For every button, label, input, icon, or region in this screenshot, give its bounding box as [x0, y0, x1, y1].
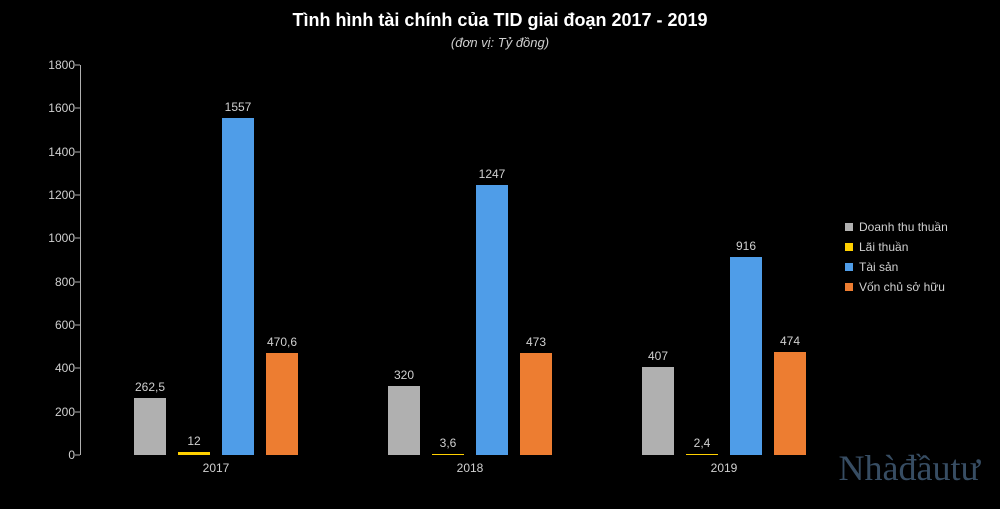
bar: 1247 — [476, 185, 508, 455]
bar: 1557 — [222, 118, 254, 455]
y-tick-mark — [75, 108, 80, 109]
legend-label: Vốn chủ sở hữu — [859, 280, 945, 294]
bar-value-label: 320 — [394, 368, 414, 386]
bar-group: 262,5121557470,62017 — [134, 65, 298, 455]
y-tick-mark — [75, 238, 80, 239]
legend-item: Tài sản — [845, 260, 970, 274]
bar-group: 4072,49164742019 — [642, 65, 806, 455]
bar: 262,5 — [134, 398, 166, 455]
bar-value-label: 470,6 — [267, 335, 297, 353]
chart-subtitle: (đơn vị: Tỷ đồng) — [0, 31, 1000, 50]
legend-swatch — [845, 263, 853, 271]
watermark: Nhàđầutư — [839, 447, 980, 489]
legend-item: Doanh thu thuần — [845, 220, 970, 234]
bar: 473 — [520, 353, 552, 455]
y-tick-mark — [75, 368, 80, 369]
bar-value-label: 3,6 — [440, 436, 457, 454]
legend-item: Lãi thuần — [845, 240, 970, 254]
bar: 407 — [642, 367, 674, 455]
x-category-label: 2019 — [711, 455, 738, 475]
y-tick-label: 0 — [30, 448, 75, 462]
y-tick-mark — [75, 65, 80, 66]
y-tick-mark — [75, 411, 80, 412]
bar-value-label: 262,5 — [135, 380, 165, 398]
bar-value-label: 12 — [187, 434, 200, 452]
bar-value-label: 2,4 — [694, 436, 711, 454]
bar: 470,6 — [266, 353, 298, 455]
y-tick-mark — [75, 455, 80, 456]
y-tick-mark — [75, 151, 80, 152]
bar-value-label: 474 — [780, 334, 800, 352]
x-category-label: 2017 — [203, 455, 230, 475]
y-tick-label: 600 — [30, 318, 75, 332]
y-tick-label: 1800 — [30, 58, 75, 72]
x-category-label: 2018 — [457, 455, 484, 475]
chart-title: Tình hình tài chính của TID giai đoạn 20… — [0, 0, 1000, 31]
y-tick-mark — [75, 325, 80, 326]
y-tick-label: 400 — [30, 361, 75, 375]
y-tick-label: 800 — [30, 275, 75, 289]
bar-group: 3203,612474732018 — [388, 65, 552, 455]
bar-value-label: 473 — [526, 335, 546, 353]
bar: 916 — [730, 257, 762, 455]
bar-value-label: 407 — [648, 349, 668, 367]
legend-swatch — [845, 243, 853, 251]
y-tick-label: 1400 — [30, 145, 75, 159]
bar: 320 — [388, 386, 420, 455]
legend-label: Lãi thuần — [859, 240, 908, 254]
legend-swatch — [845, 283, 853, 291]
legend-item: Vốn chủ sở hữu — [845, 280, 970, 294]
bar-value-label: 1247 — [479, 167, 506, 185]
legend-label: Tài sản — [859, 260, 898, 274]
y-tick-label: 1600 — [30, 101, 75, 115]
bar-value-label: 916 — [736, 239, 756, 257]
chart-area: 262,5 12 1557 470,6 2017 320 3,6 1247 473 2018 407… — [30, 65, 840, 485]
plot-area: 262,5121557470,620173203,612474732018407… — [80, 65, 840, 455]
y-tick-mark — [75, 281, 80, 282]
y-tick-label: 1000 — [30, 231, 75, 245]
legend-label: Doanh thu thuần — [859, 220, 948, 234]
y-tick-mark — [75, 195, 80, 196]
bar-value-label: 1557 — [225, 100, 252, 118]
y-tick-label: 1200 — [30, 188, 75, 202]
legend-swatch — [845, 223, 853, 231]
legend: Doanh thu thuần Lãi thuần Tài sản Vốn chủ s… — [845, 220, 970, 300]
bar: 474 — [774, 352, 806, 455]
y-tick-label: 200 — [30, 405, 75, 419]
